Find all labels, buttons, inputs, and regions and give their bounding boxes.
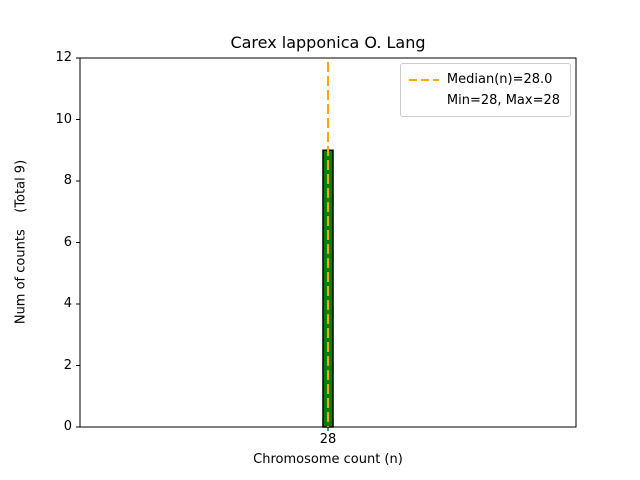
legend-box: Median(n)=28.0 Min=28, Max=28	[399, 63, 571, 117]
legend-median-label: Median(n)=28.0	[446, 72, 553, 87]
legend-row-minmax: Min=28, Max=28	[409, 90, 560, 111]
y-tick-label: 4	[63, 296, 72, 311]
y-tick-label: 12	[55, 50, 72, 65]
y-tick-label: 8	[63, 173, 72, 188]
y-tick-label: 6	[63, 234, 72, 250]
x-tick-label: 28	[319, 432, 337, 447]
chart-title: Carex lapponica O. Lang	[230, 33, 426, 52]
legend-row-median: Median(n)=28.0	[408, 69, 560, 90]
x-axis-label: Chromosome count (n)	[253, 452, 403, 467]
y-tick-label: 2	[63, 357, 72, 373]
y-tick-label: 0	[63, 419, 72, 434]
median-line-sample-icon	[408, 78, 439, 81]
legend-minmax-label: Min=28, Max=28	[446, 93, 560, 108]
y-tick-label: 10	[55, 111, 72, 127]
